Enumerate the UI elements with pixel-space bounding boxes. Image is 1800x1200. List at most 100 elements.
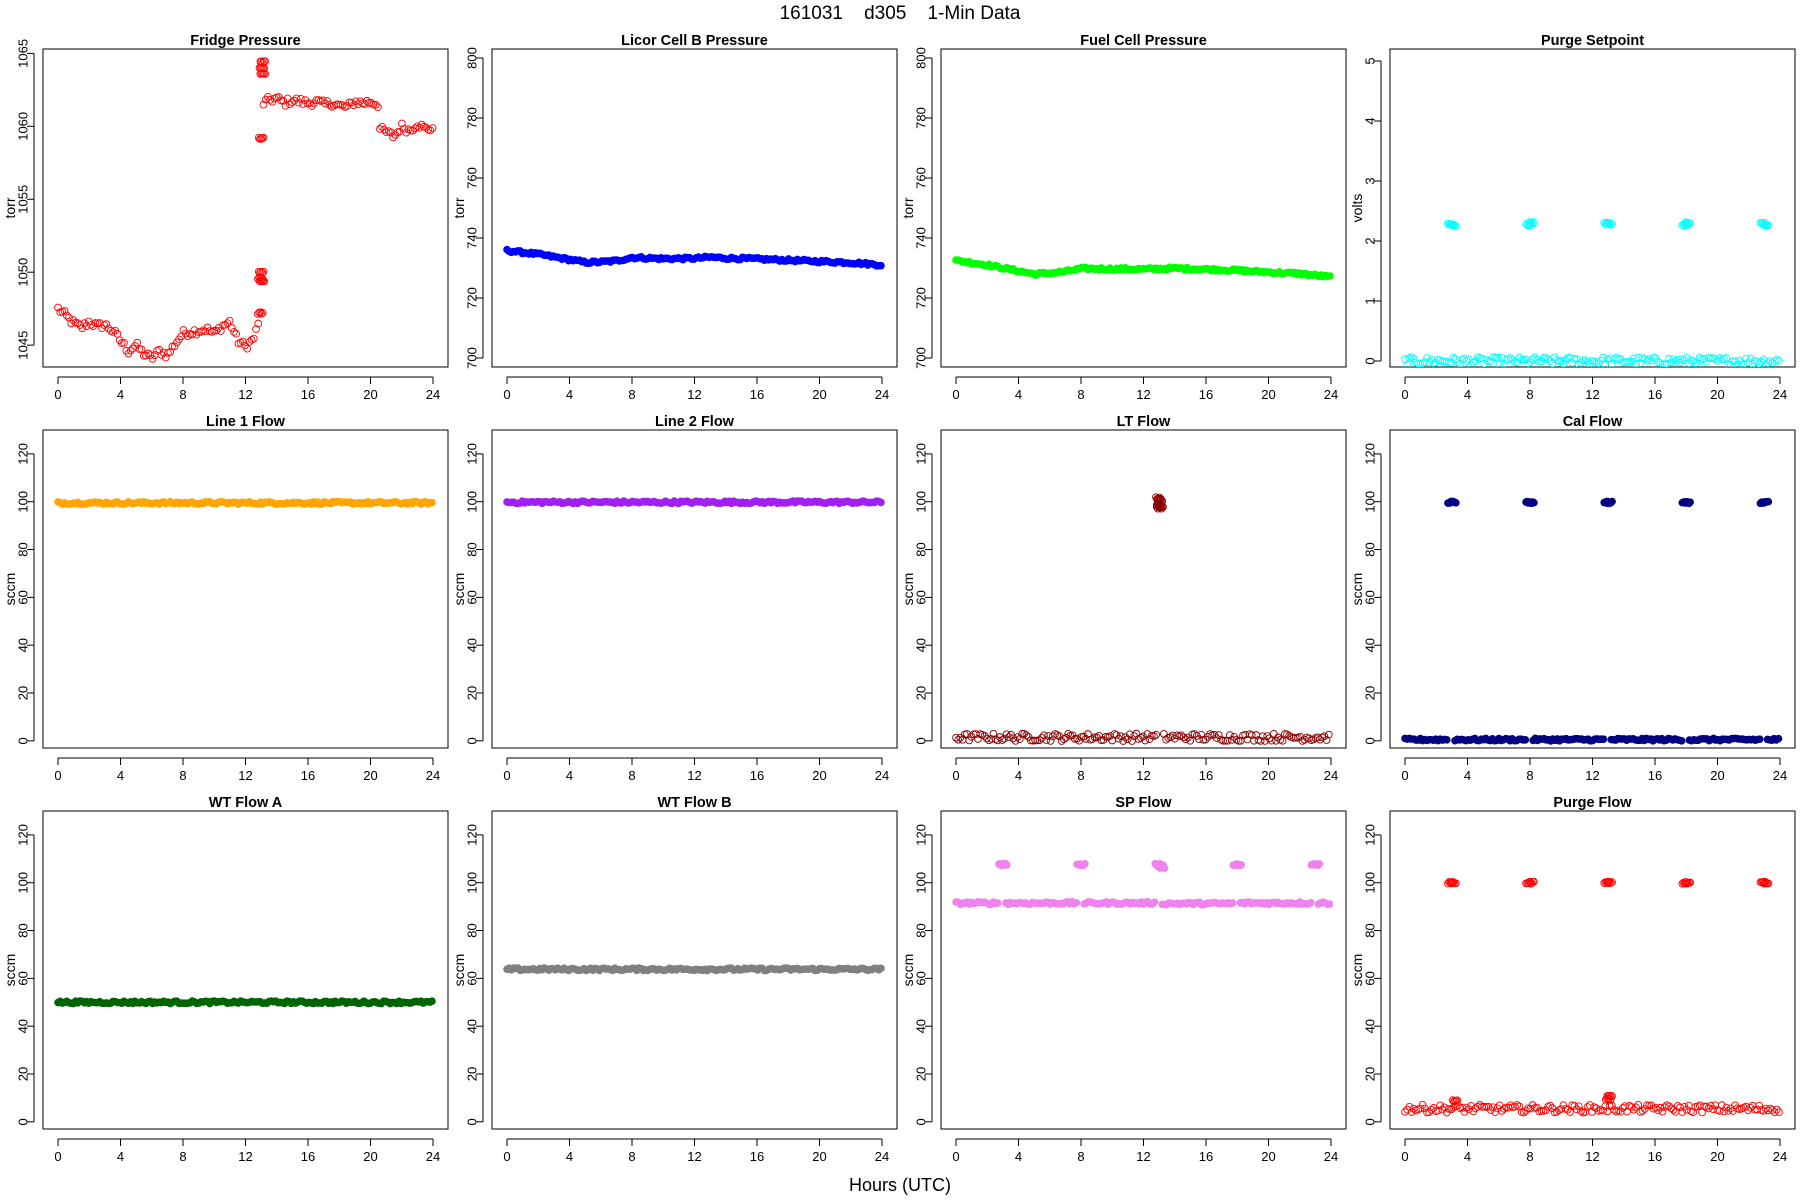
data-point (1117, 732, 1125, 741)
y-tick-label: 60 (914, 971, 929, 985)
data-point (1449, 353, 1458, 362)
panel-title: LT Flow (1117, 414, 1171, 430)
data-point (974, 735, 982, 743)
data-point (1015, 735, 1024, 743)
y-tick-label: 760 (914, 167, 929, 189)
x-tick-label: 8 (1526, 387, 1533, 402)
data-point (1599, 735, 1608, 744)
data-point (1530, 218, 1538, 227)
y-tick-label: 720 (914, 287, 929, 309)
data-point (1265, 734, 1274, 743)
y-tick-label: 60 (465, 590, 480, 604)
data-point (1651, 354, 1660, 362)
data-point (1484, 357, 1493, 366)
data-point (1139, 732, 1147, 741)
data-point (1003, 860, 1011, 869)
data-point (1686, 878, 1695, 887)
data-point (1524, 879, 1533, 888)
data-point (1423, 354, 1431, 362)
data-point (1132, 729, 1141, 738)
y-axis-label: sccm (1349, 954, 1365, 987)
x-tick-label: 8 (1526, 768, 1533, 783)
data-point (1320, 732, 1329, 741)
data-point (257, 309, 266, 318)
data-point (1665, 1102, 1673, 1111)
x-tick-label: 12 (1585, 387, 1599, 402)
data-point (363, 96, 371, 105)
data-point (1018, 729, 1026, 738)
data-point (1519, 355, 1528, 364)
data-point (1291, 733, 1300, 742)
y-tick-label: 5 (1363, 57, 1378, 64)
data-point (230, 328, 238, 336)
data-point (1772, 1105, 1781, 1114)
data-point (1528, 355, 1537, 364)
data-point (258, 308, 267, 317)
x-tick-label: 4 (1464, 387, 1471, 402)
data-point (1579, 356, 1588, 365)
data-point (120, 339, 128, 347)
data-point (954, 735, 963, 744)
series-group (54, 997, 436, 1008)
data-point (78, 324, 87, 333)
y-tick-label: 80 (914, 923, 929, 937)
data-point (1552, 1108, 1561, 1116)
y-tick-label: 60 (914, 590, 929, 604)
chart-panel: Purge Flow 0 4 8 12 16 20 24 0 20 40 60 80 100 120 sccm (1349, 795, 1796, 1164)
x-tick-label: 0 (54, 1149, 61, 1164)
panel-title: Line 2 Flow (655, 414, 735, 430)
data-point (1267, 736, 1276, 745)
data-point (1678, 1108, 1687, 1116)
data-point (1774, 734, 1783, 743)
data-point (1689, 1108, 1698, 1117)
plot-frame (42, 810, 449, 1130)
data-point (170, 342, 179, 351)
data-point (1405, 1102, 1414, 1111)
data-point (367, 98, 376, 107)
y-tick-label: 40 (16, 638, 31, 652)
x-tick-label: 20 (1710, 768, 1724, 783)
data-point (1669, 1106, 1678, 1114)
y-tick-label: 100 (914, 491, 929, 513)
data-point (1515, 1102, 1524, 1111)
x-axis-label: Hours (UTC) (849, 1175, 951, 1195)
x-tick-label: 16 (1199, 768, 1213, 783)
data-point (1203, 732, 1212, 741)
data-point (1592, 358, 1601, 366)
data-point (1040, 731, 1048, 740)
figure-title: 161031 d305 1-Min Data (780, 3, 1021, 24)
x-tick-label: 8 (179, 1149, 186, 1164)
data-point (1527, 218, 1536, 226)
data-point (109, 328, 117, 336)
y-tick-label: 60 (465, 971, 480, 985)
data-point (259, 133, 268, 142)
data-point (203, 323, 212, 332)
data-point (1283, 730, 1291, 739)
data-point (1552, 356, 1561, 364)
data-point (1742, 354, 1750, 363)
data-point (1634, 1101, 1643, 1109)
y-tick-label: 720 (465, 287, 480, 309)
x-tick-label: 16 (750, 387, 764, 402)
data-point (1665, 354, 1673, 363)
x-tick-label: 12 (1136, 387, 1150, 402)
x-tick-label: 16 (1648, 768, 1662, 783)
data-point (1451, 879, 1460, 888)
data-point (993, 899, 1002, 907)
x-tick-label: 0 (1401, 387, 1408, 402)
x-tick-label: 24 (426, 387, 440, 402)
data-point (1557, 357, 1566, 365)
x-tick-label: 20 (812, 387, 826, 402)
y-tick-label: 40 (914, 638, 929, 652)
x-tick-label: 4 (117, 1149, 124, 1164)
data-point (371, 100, 380, 109)
x-tick-label: 20 (812, 768, 826, 783)
x-tick-label: 4 (566, 387, 573, 402)
data-point (1608, 497, 1616, 506)
data-point (257, 267, 265, 276)
x-tick-label: 12 (1136, 768, 1150, 783)
data-point (254, 267, 263, 276)
data-point (1526, 878, 1535, 886)
series-group (952, 256, 1334, 281)
x-tick-label: 20 (812, 1149, 826, 1164)
